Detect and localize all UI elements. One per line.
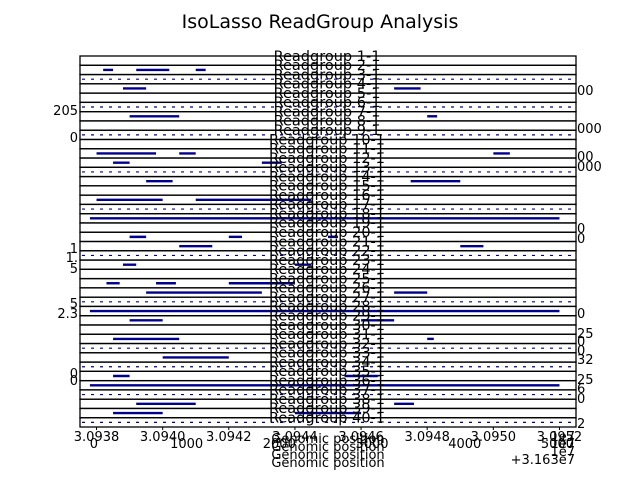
right-tick-label: 25 [577, 373, 594, 388]
left-tick-label: 5 [70, 262, 78, 277]
panel-title: Readgroup 1-1 [274, 49, 381, 65]
panel-title: Readgroup 26-1 [269, 281, 385, 297]
left-tick-label: 5 [70, 297, 78, 312]
x-axis-label: Genomic position [271, 432, 384, 447]
panel-title: Readgroup 16-1 [269, 188, 385, 204]
panel-title: Readgroup 21-1 [269, 234, 385, 250]
x-axis: 3.0938 3.0940 3.0942 3.0944 3.0946 3.0948 3.09… [74, 427, 582, 471]
panel-title: Readgroup 38-1 [269, 392, 385, 408]
panel-title: Readgroup 35-1 [269, 364, 385, 380]
panel-title: Readgroup 23-1 [269, 253, 385, 269]
panel-title: Readgroup 40-1 [269, 411, 385, 427]
x-tick-label: 3.0940 [140, 430, 186, 445]
panel-title: Readgroup 32-1 [269, 336, 385, 352]
x-tick-label: 3.0944 [272, 430, 318, 445]
right-tick-label: 00 [577, 84, 594, 99]
panel-title: Readgroup 14-1 [269, 169, 385, 185]
right-tick-label: 00 [577, 150, 594, 165]
x-tick-label: 3.0942 [206, 430, 252, 445]
x-tick-label: 1000 [170, 437, 203, 452]
right-tick-label: 6 [577, 382, 585, 397]
panel-title: Readgroup 3-1 [274, 67, 381, 83]
x-axis-label: Genomic position [271, 456, 384, 471]
x-tick-label: 3000 [355, 437, 388, 452]
right-tick-label: 000 [577, 160, 602, 175]
x-tick-label: 3.0952 [537, 430, 583, 445]
panel-title: Readgroup 34-1 [269, 355, 385, 371]
panel-title: Readgroup 15-1 [269, 179, 385, 195]
x-tick-label: 3.0948 [404, 430, 450, 445]
read-segments [89, 68, 560, 415]
chart-title: IsoLasso ReadGroup Analysis [182, 11, 459, 33]
x-axis-label: Genomic position [271, 440, 384, 455]
x-tick-label: 2000 [263, 437, 296, 452]
panel-title: Readgroup 17-1 [269, 197, 385, 213]
right-tick-label: 2 [577, 417, 585, 432]
left-tick-label: 1 [70, 242, 78, 257]
panel-title: Readgroup 10-1 [269, 132, 385, 148]
panel-title: Readgroup 22-1 [269, 244, 385, 260]
x-axis-label: Genomic position [271, 448, 384, 463]
left-tick-label: 205 [53, 104, 78, 119]
panel-title: Readgroup 6-1 [274, 95, 381, 111]
panel-title: Readgroup 20-1 [269, 225, 385, 241]
left-tick-label: 1. [66, 251, 78, 266]
right-tick-label: 32 [577, 353, 594, 368]
x-tick-label: 3.0946 [338, 430, 384, 445]
x-tick-label: 4000 [448, 437, 481, 452]
x-tick-label: 3.0950 [471, 430, 517, 445]
x-offset-label: 1e7 [550, 430, 575, 445]
panel-title: Readgroup 36-1 [269, 373, 385, 389]
panel-title: Readgroup 25-1 [269, 271, 385, 287]
panel-title: Readgroup 18-1 [269, 206, 385, 222]
x-offset-label: 1e7 [550, 437, 575, 452]
panel-stack [79, 55, 577, 428]
right-tick-label: 25 [577, 327, 594, 342]
right-tick-label: 0 [577, 232, 585, 247]
panel-title: Readgroup 11-1 [269, 142, 385, 158]
x-tick-label: 3.0938 [74, 430, 120, 445]
right-tick-label: 0 [577, 344, 585, 359]
right-tick-label: 0 [577, 307, 585, 322]
right-tick-label: 0 [577, 222, 585, 237]
panel-title: Readgroup 29-1 [269, 308, 385, 324]
panel-title: Readgroup 30-1 [269, 318, 385, 334]
x-tick-label: 5000 [541, 437, 574, 452]
panel-title: Readgroup 8-1 [274, 114, 381, 130]
panel-title: Readgroup 27-1 [269, 290, 385, 306]
panel-title: Readgroup 7-1 [274, 104, 381, 120]
right-tick-label: 000 [577, 122, 602, 137]
panel-title: Readgroup 2-1 [274, 58, 381, 74]
panel-title: Readgroup 31-1 [269, 327, 385, 343]
panel-title: Readgroup 28-1 [269, 299, 385, 315]
panel-title: Readgroup 37-1 [269, 383, 385, 399]
left-tick-label: 0 [70, 374, 78, 389]
panel-frame [79, 417, 577, 428]
x-tick-label: 0 [90, 437, 98, 452]
panel-title: Readgroup 24-1 [269, 262, 385, 278]
left-tick-label: 0 [70, 367, 78, 382]
panel-title: Readgroup 13-1 [269, 160, 385, 176]
panel-title: Readgroup 33-1 [269, 346, 385, 362]
x-offset-label: 1e7 [550, 445, 575, 460]
right-tick-label: 0 [577, 392, 585, 407]
x-offset-label: +3.163e7 [511, 453, 575, 468]
panel-title: Readgroup 5-1 [274, 86, 381, 102]
panel-title: Readgroup 39-1 [269, 401, 385, 417]
left-tick-label: 0 [70, 131, 78, 146]
left-tick-label: 2.3 [57, 307, 78, 322]
panel-title: Readgroup 9-1 [274, 123, 381, 139]
panel-title: Readgroup 4-1 [274, 77, 381, 93]
panel-title: Readgroup 19-1 [269, 216, 385, 232]
right-tick-label: 0 [577, 335, 585, 350]
panel-title: Readgroup 12-1 [269, 151, 385, 167]
